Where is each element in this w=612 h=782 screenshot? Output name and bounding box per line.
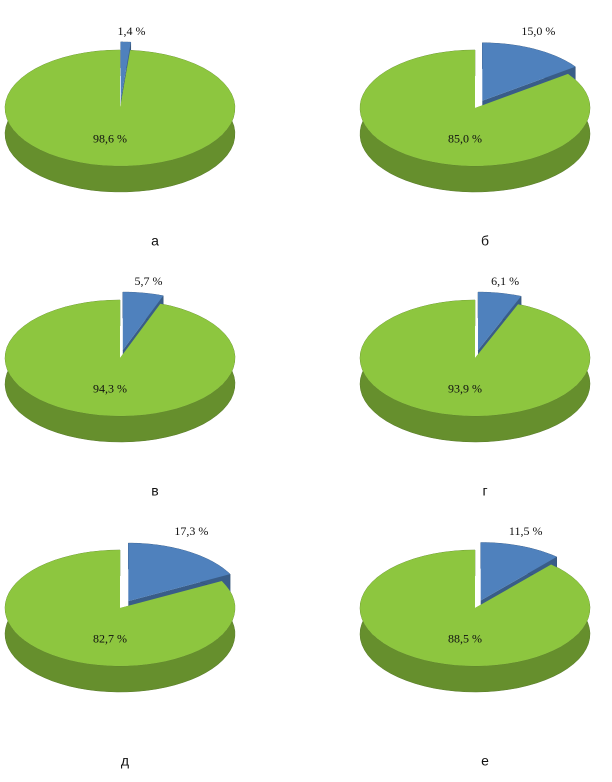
slice <box>5 50 235 166</box>
data-label: 82,7 % <box>93 632 127 646</box>
slice <box>480 542 557 601</box>
chart-caption: б <box>481 233 489 249</box>
chart-caption: д <box>121 753 129 769</box>
data-label: 88,5 % <box>448 632 482 646</box>
chart-caption: а <box>151 233 159 249</box>
chart-caption: г <box>482 483 487 499</box>
chart-caption: е <box>481 753 489 769</box>
data-label: 1,4 % <box>118 24 146 38</box>
slice <box>128 543 231 602</box>
data-label: 85,0 % <box>448 132 482 146</box>
data-label: 15,0 % <box>521 24 555 38</box>
slice <box>5 550 235 666</box>
chart-caption: в <box>151 483 158 499</box>
data-label: 6,1 % <box>491 274 519 288</box>
data-label: 11,5 % <box>509 524 543 538</box>
slice <box>360 50 590 166</box>
slice <box>120 41 131 100</box>
slice <box>482 42 576 101</box>
slice <box>360 550 590 666</box>
data-label: 94,3 % <box>93 382 127 396</box>
slice <box>5 300 235 416</box>
slice <box>360 300 590 416</box>
data-label: 98,6 % <box>93 132 127 146</box>
data-label: 17,3 % <box>174 524 208 538</box>
slice <box>122 292 164 351</box>
data-label: 93,9 % <box>448 382 482 396</box>
data-label: 5,7 % <box>135 274 163 288</box>
slice <box>478 292 522 351</box>
